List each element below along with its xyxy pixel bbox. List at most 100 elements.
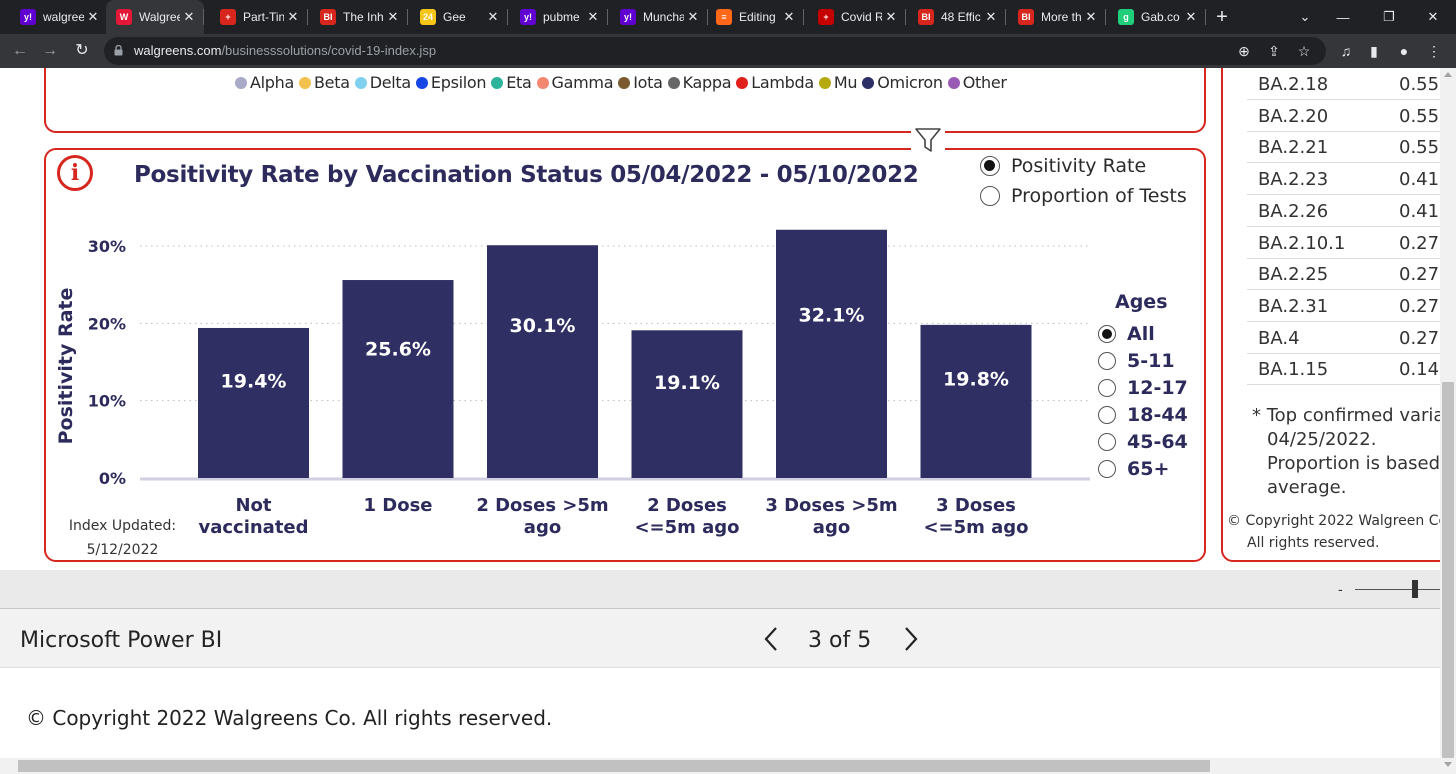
previous-page-icon[interactable]: [760, 625, 784, 653]
legend-label: Other: [962, 73, 1007, 92]
variant-name: BA.2.10.1: [1258, 232, 1346, 254]
browser-tab[interactable]: g Gab.co ✕: [1108, 0, 1206, 34]
metric-option-proportion-of-tests[interactable]: Proportion of Tests: [980, 185, 1187, 207]
radio-selected-icon: [1098, 325, 1116, 343]
close-tab-icon[interactable]: ✕: [387, 9, 399, 24]
tab-title: Editing: [739, 10, 776, 24]
legend-label: Epsilon: [430, 73, 487, 92]
tab-favicon-icon: y!: [520, 9, 536, 25]
age-option[interactable]: 45-64: [1098, 431, 1188, 453]
close-tab-icon[interactable]: ✕: [985, 9, 997, 24]
browser-tab[interactable]: y! walgree ✕: [10, 0, 108, 34]
filter-icon[interactable]: [911, 126, 945, 156]
browser-tab[interactable]: ≡ Editing ✕: [706, 0, 804, 34]
scroll-up-arrow-icon[interactable]: [1444, 72, 1452, 77]
legend-item-mu[interactable]: Mu: [818, 73, 858, 92]
zoom-slider-thumb[interactable]: [1412, 580, 1418, 598]
variant-map-panel: Alpha Beta Delta Epsilon Eta Gamma Iota Kappa La…: [44, 68, 1206, 133]
radio-unselected-icon: [980, 186, 1000, 206]
ages-filter-title: Ages: [1115, 291, 1168, 313]
media-control-icon[interactable]: ♫: [1340, 43, 1352, 59]
zoom-out-button[interactable]: -: [1338, 581, 1343, 597]
legend-item-iota[interactable]: Iota: [618, 73, 663, 92]
vertical-scrollbar[interactable]: [1440, 68, 1456, 774]
x-tick-label: 3 Doses >5m: [765, 495, 897, 516]
age-option[interactable]: 12-17: [1098, 377, 1188, 399]
browser-tab[interactable]: + Part-Tin ✕: [210, 0, 308, 34]
close-tab-icon[interactable]: ✕: [687, 9, 699, 24]
legend-item-delta[interactable]: Delta: [354, 73, 412, 92]
legend-item-lambda[interactable]: Lambda: [736, 73, 814, 92]
metric-option-positivity-rate[interactable]: Positivity Rate: [980, 155, 1146, 177]
legend-item-eta[interactable]: Eta: [491, 73, 532, 92]
restore-button[interactable]: ❐: [1383, 9, 1395, 24]
age-option[interactable]: All: [1098, 323, 1155, 345]
age-option-label: 18-44: [1127, 404, 1188, 426]
browser-tab[interactable]: BI More th ✕: [1008, 0, 1106, 34]
legend-label: Delta: [369, 73, 412, 92]
tab-title: Walgree: [139, 10, 180, 24]
browser-tab[interactable]: 24 Gee ✕: [410, 0, 508, 34]
horizontal-scrollbar[interactable]: [0, 758, 1440, 774]
variant-percent: 0.27%: [1399, 232, 1440, 254]
legend-item-other[interactable]: Other: [947, 73, 1007, 92]
data-label: 32.1%: [799, 305, 865, 327]
reload-icon[interactable]: ↻: [75, 42, 89, 59]
variant-percent: 0.41%: [1399, 169, 1440, 191]
browser-tab[interactable]: + Covid R ✕: [808, 0, 906, 34]
close-tab-icon[interactable]: ✕: [783, 9, 795, 24]
x-tick-label: ago: [524, 517, 561, 538]
browser-tab[interactable]: W Walgree ✕: [106, 0, 204, 34]
powerbi-brand[interactable]: Microsoft Power BI: [20, 628, 223, 653]
legend-item-kappa[interactable]: Kappa: [667, 73, 732, 92]
legend-item-gamma[interactable]: Gamma: [536, 73, 614, 92]
browser-tab[interactable]: y! pubme ✕: [510, 0, 608, 34]
close-tab-icon[interactable]: ✕: [587, 9, 599, 24]
forward-icon[interactable]: →: [42, 42, 58, 59]
url-text: walgreens.com/businesssolutions/covid-19…: [134, 43, 437, 58]
legend-item-epsilon[interactable]: Epsilon: [415, 73, 487, 92]
horizontal-scroll-thumb[interactable]: [18, 760, 1210, 772]
close-tab-icon[interactable]: ✕: [1085, 9, 1097, 24]
profile-avatar-icon[interactable]: ●: [1399, 43, 1409, 59]
browser-tab[interactable]: BI 48 Effic ✕: [908, 0, 1006, 34]
close-window-button[interactable]: ✕: [1427, 9, 1439, 24]
variant-footnote: * Top confirmed varian 04/25/2022. Propo…: [1252, 404, 1440, 500]
close-tab-icon[interactable]: ✕: [487, 9, 499, 24]
share-icon[interactable]: ⇪: [1268, 43, 1280, 59]
age-option[interactable]: 18-44: [1098, 404, 1188, 426]
new-tab-button[interactable]: +: [1216, 6, 1228, 28]
close-tab-icon[interactable]: ✕: [287, 9, 299, 24]
address-bar[interactable]: walgreens.com/businesssolutions/covid-19…: [104, 37, 1326, 65]
tab-search-icon[interactable]: ⌄: [1299, 9, 1311, 24]
back-icon[interactable]: ←: [12, 42, 28, 59]
close-tab-icon[interactable]: ✕: [885, 9, 897, 24]
age-option-label: 5-11: [1127, 350, 1175, 372]
browser-tab[interactable]: BI The Inh ✕: [310, 0, 408, 34]
zoom-icon[interactable]: ⊕: [1238, 43, 1250, 59]
browser-tab[interactable]: y! Muncha ✕: [610, 0, 708, 34]
scroll-down-arrow-icon[interactable]: [1444, 762, 1452, 767]
table-row: BA.1.15 0.14%: [1247, 353, 1440, 386]
info-icon[interactable]: i: [57, 155, 93, 191]
next-page-icon[interactable]: [898, 625, 922, 653]
bar: [920, 324, 1032, 478]
tab-title: pubme: [543, 10, 580, 24]
legend-item-alpha[interactable]: Alpha: [235, 73, 294, 92]
zoom-slider[interactable]: [1355, 589, 1440, 590]
panel-copyright-line: All rights reserved.: [1247, 535, 1380, 551]
side-panel-icon[interactable]: ▮: [1370, 43, 1378, 59]
menu-kebab-icon[interactable]: ⋮: [1427, 43, 1441, 59]
tab-separator: [905, 9, 906, 25]
radio-unselected-icon: [1098, 352, 1116, 370]
close-tab-icon[interactable]: ✕: [183, 9, 195, 24]
age-option[interactable]: 5-11: [1098, 350, 1175, 372]
legend-item-omicron[interactable]: Omicron: [862, 73, 943, 92]
bookmark-star-icon[interactable]: ☆: [1297, 43, 1311, 59]
vertical-scroll-thumb[interactable]: [1442, 382, 1454, 758]
legend-item-beta[interactable]: Beta: [299, 73, 350, 92]
minimize-button[interactable]: —: [1336, 9, 1350, 25]
age-option[interactable]: 65+: [1098, 458, 1169, 480]
close-tab-icon[interactable]: ✕: [1185, 9, 1197, 24]
close-tab-icon[interactable]: ✕: [87, 9, 99, 24]
